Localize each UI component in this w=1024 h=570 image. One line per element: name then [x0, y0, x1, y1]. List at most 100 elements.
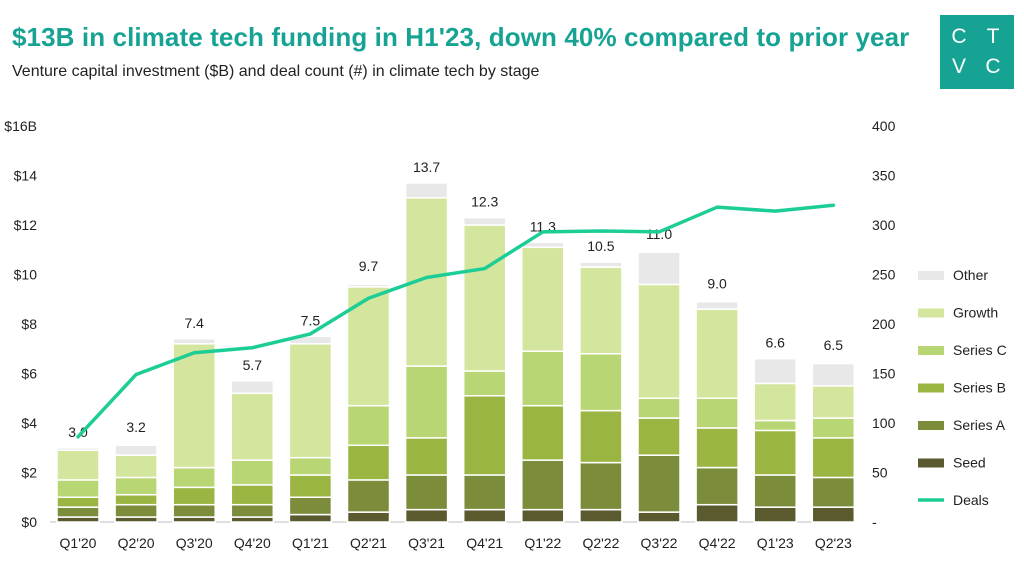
bar-segment-series-b	[637, 417, 681, 456]
bar-segment-series-b	[288, 474, 333, 499]
y-right-tick-label: 250	[872, 267, 896, 283]
bar-total-label: 5.7	[243, 357, 263, 373]
x-tick-label: Q3'22	[641, 535, 678, 551]
bar-segment-series-a	[404, 474, 449, 511]
bar-segment-other	[462, 216, 507, 226]
bar-segment-growth	[637, 283, 681, 399]
x-tick-label: Q3'20	[176, 535, 213, 551]
y-right-tick-label: 100	[872, 415, 896, 431]
bar-segment-series-a	[753, 474, 797, 508]
legend-swatch-seed	[918, 458, 944, 468]
legend-swatch-series-a	[918, 421, 944, 430]
bar-total-label: 10.5	[587, 238, 614, 254]
legend-label: Series B	[953, 380, 1006, 396]
bar-segment-growth	[462, 224, 507, 372]
ctvc-logo: C T V C	[940, 15, 1014, 89]
bar-segment-other	[637, 251, 681, 286]
bar-segment-other	[114, 444, 158, 456]
bar-segment-growth	[172, 343, 216, 469]
bar-segment-series-c	[462, 370, 507, 397]
bar-segment-series-b	[811, 437, 856, 479]
legend-swatch-growth	[918, 308, 944, 318]
bar-segment-series-a	[579, 461, 623, 511]
bar-segment-series-c	[230, 459, 275, 486]
bar-segment-series-c	[579, 352, 623, 412]
bar-segment-seed	[346, 511, 391, 523]
bar-segment-series-b	[462, 395, 507, 476]
y-left-tick-label: $12	[14, 217, 38, 233]
bar-segment-series-a	[637, 454, 681, 513]
legend-label: Deals	[953, 492, 989, 508]
bar-segment-seed	[462, 508, 507, 523]
bar-segment-other	[172, 338, 216, 345]
logo-letter: C	[951, 25, 967, 48]
x-tick-label: Q1'22	[524, 535, 561, 551]
bar-segment-growth	[288, 343, 333, 459]
bar-segment-series-c	[346, 404, 391, 447]
bar-segment-other	[346, 283, 391, 288]
y-right-tick-label: 350	[872, 168, 896, 184]
y-left-tick-label: $0	[21, 514, 37, 530]
y-left-tick-label: $8	[21, 316, 37, 332]
bar-segment-series-a	[172, 503, 216, 518]
y-right-tick-label: -	[872, 514, 877, 530]
bar-segment-series-c	[172, 466, 216, 489]
chart-subtitle: Venture capital investment ($B) and deal…	[12, 63, 540, 80]
bar-segment-series-b	[114, 494, 158, 506]
bar-segment-other	[695, 300, 739, 310]
bar-segment-growth	[579, 266, 623, 355]
bar-segment-seed	[404, 508, 449, 523]
x-tick-label: Q4'20	[234, 535, 271, 551]
bar-total-label: 13.7	[413, 159, 440, 175]
legend-swatch-series-c	[918, 346, 944, 355]
bar-total-label: 7.4	[184, 315, 204, 331]
bar-segment-series-c	[811, 417, 856, 439]
bar-segment-series-b	[521, 404, 565, 461]
legend-label: Seed	[953, 455, 986, 471]
bar-segment-seed	[811, 506, 856, 523]
bar-segment-series-b	[579, 409, 623, 464]
bar-segment-series-a	[114, 503, 158, 518]
bar-segment-series-b	[56, 496, 100, 508]
bar-segment-other	[753, 357, 797, 385]
y-right-tick-label: 300	[872, 217, 896, 233]
bar-segment-series-b	[404, 437, 449, 476]
bar-segment-series-b	[172, 486, 216, 506]
x-tick-label: Q2'21	[350, 535, 387, 551]
chart-title: $13B in climate tech funding in H1'23, d…	[12, 22, 910, 52]
x-tick-label: Q1'23	[757, 535, 794, 551]
bar-segment-series-c	[695, 397, 739, 429]
bar-segment-series-a	[695, 466, 739, 506]
bar-segment-other	[579, 261, 623, 268]
bar-total-label: 6.6	[765, 335, 785, 351]
x-tick-label: Q4'21	[466, 535, 503, 551]
bar-segment-growth	[56, 449, 100, 481]
bar-segment-seed	[521, 508, 565, 523]
bar-total-label: 3.2	[126, 419, 146, 435]
bar-segment-series-c	[56, 479, 100, 498]
x-tick-label: Q3'21	[408, 535, 445, 551]
legend-label: Series A	[953, 417, 1006, 433]
legend-label: Growth	[953, 305, 998, 321]
y-left-tick-label: $10	[14, 267, 38, 283]
bar-segment-other	[811, 362, 856, 387]
bar-segment-seed	[753, 506, 797, 523]
bar-segment-series-a	[521, 459, 565, 511]
bar-segment-growth	[230, 392, 275, 461]
bar-segment-series-b	[753, 429, 797, 476]
bar-segment-growth	[114, 454, 158, 479]
y-right-tick-label: 400	[872, 118, 896, 134]
bar-segment-growth	[521, 246, 565, 352]
bar-segment-series-c	[114, 476, 158, 496]
bar-segment-series-b	[346, 444, 391, 481]
bar-segment-series-c	[637, 397, 681, 419]
bar-segment-other	[230, 380, 275, 395]
bar-segment-growth	[695, 308, 739, 399]
bar-segment-seed	[579, 508, 623, 523]
x-tick-label: Q1'20	[60, 535, 97, 551]
logo-letter: V	[951, 55, 966, 78]
bar-segment-series-c	[521, 350, 565, 407]
bar-segment-growth	[811, 385, 856, 419]
bar-segment-seed	[695, 503, 739, 523]
